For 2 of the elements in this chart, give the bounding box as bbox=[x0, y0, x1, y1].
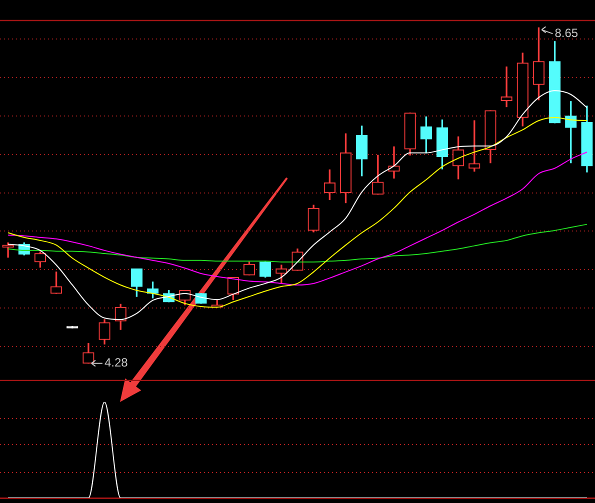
annotation: 8.65 bbox=[554, 26, 578, 40]
annotation: 4.28 bbox=[104, 356, 128, 370]
